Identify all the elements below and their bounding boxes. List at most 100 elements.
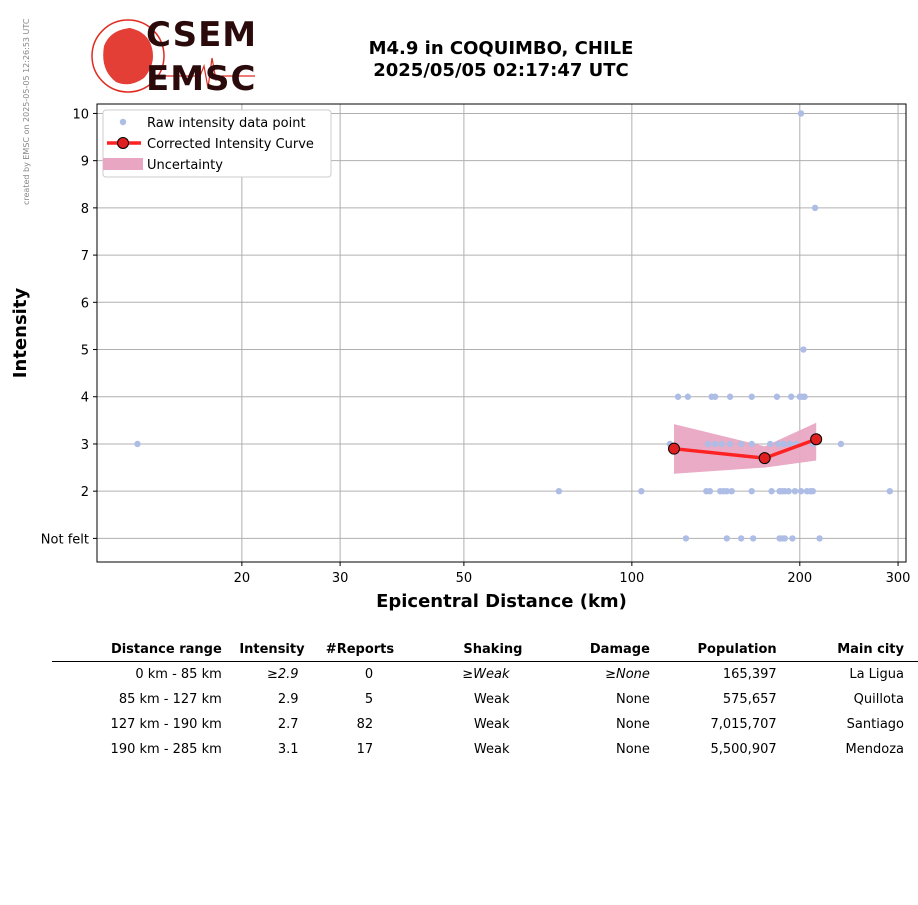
cell-damage: ≥None <box>605 667 650 682</box>
raw-data-point <box>768 487 775 495</box>
cell-population: 165,397 <box>722 667 777 682</box>
chart-title: M4.9 in COQUIMBO, CHILE 2025/05/05 02:17… <box>300 38 702 82</box>
raw-data-point <box>837 440 845 448</box>
legend-box <box>102 109 332 178</box>
logo-emsc-text: EMSC <box>146 59 257 99</box>
y-tick-label: 3 <box>81 438 89 453</box>
cell-city: Quillota <box>853 692 904 707</box>
raw-data-point <box>775 440 782 448</box>
cell-reports: 5 <box>364 692 374 707</box>
y-tick-label: 5 <box>81 344 89 359</box>
raw-data-point <box>638 487 645 495</box>
raw-data-point <box>787 393 795 400</box>
raw-data-point <box>706 487 714 495</box>
raw-data-point <box>718 440 726 448</box>
cell-distance: 127 km - 190 km <box>110 717 222 732</box>
raw-data-point <box>773 393 781 400</box>
raw-data-point <box>801 393 808 400</box>
raw-data-point <box>555 487 563 495</box>
raw-data-point <box>781 535 789 542</box>
col-distance-range: Distance range <box>52 640 222 662</box>
raw-data-point <box>674 393 682 400</box>
y-tick-label: 7 <box>81 249 89 264</box>
raw-data-point <box>723 487 731 495</box>
y-tick-label: 10 <box>72 107 89 122</box>
cell-intensity: 2.7 <box>277 717 299 732</box>
raw-data-point <box>797 487 805 495</box>
legend-raw-label: Raw intensity data point <box>147 116 306 131</box>
raw-data-point <box>684 393 692 400</box>
title-line-time: 2025/05/05 02:17:47 UTC <box>373 60 629 81</box>
y-tick-label: 9 <box>81 155 89 170</box>
col-intensity: Intensity <box>221 640 305 662</box>
cell-city: La Ligua <box>849 667 904 682</box>
x-tick-label: 100 <box>619 571 644 586</box>
cell-distance: 85 km - 127 km <box>118 692 222 707</box>
y-tick-label: 2 <box>81 485 89 500</box>
legend-uncertainty-swatch <box>103 158 143 170</box>
cell-intensity: 2.9 <box>277 692 299 707</box>
chart-legend: Raw intensity data point Corrected Intens… <box>102 109 332 178</box>
raw-data-point <box>748 487 755 495</box>
col-reports: #Reports <box>304 640 395 662</box>
cell-intensity: 3.1 <box>277 742 299 757</box>
raw-data-point <box>134 440 141 448</box>
plot-frame <box>96 103 907 563</box>
corrected-intensity-marker <box>667 442 680 455</box>
title-line-event: M4.9 in COQUIMBO, CHILE <box>368 38 634 59</box>
raw-data-point <box>809 487 816 495</box>
cell-city: Mendoza <box>845 742 904 757</box>
col-main-city: Main city <box>776 640 918 662</box>
cell-shaking: Weak <box>473 717 510 732</box>
x-axis-label: Epicentral Distance (km) <box>376 591 627 612</box>
legend-raw-marker <box>119 118 127 126</box>
raw-data-point <box>723 535 731 542</box>
cell-shaking: Weak <box>473 742 510 757</box>
raw-data-point <box>682 535 690 542</box>
raw-data-point <box>786 440 794 448</box>
cell-distance: 190 km - 285 km <box>110 742 222 757</box>
x-tick-label: 200 <box>787 571 812 586</box>
raw-data-point <box>780 440 787 448</box>
uncertainty-band <box>673 422 817 474</box>
y-axis-label: Intensity <box>10 288 31 379</box>
cell-damage: None <box>615 692 650 707</box>
raw-data-point <box>711 393 719 400</box>
raw-data-point <box>726 440 734 448</box>
raw-data-point <box>789 535 796 542</box>
cell-shaking: Weak <box>473 692 510 707</box>
cell-shaking: ≥Weak <box>462 667 510 682</box>
raw-data-point <box>886 487 894 495</box>
cell-damage: None <box>615 742 650 757</box>
raw-data-point <box>791 487 799 495</box>
x-tick-label: 300 <box>886 571 911 586</box>
raw-data-point <box>728 487 735 495</box>
col-population: Population <box>649 640 777 662</box>
raw-data-point <box>800 346 807 353</box>
y-tick-label: 6 <box>81 296 89 311</box>
raw-data-point <box>711 440 719 448</box>
raw-data-point <box>785 487 792 495</box>
cell-population: 575,657 <box>722 692 777 707</box>
table-row: 190 km - 285 km 3.1 17 Weak None 5,500,9… <box>52 737 918 762</box>
intensity-summary-table: Distance range Intensity #Reports Shakin… <box>52 640 918 762</box>
cell-damage: None <box>615 717 650 732</box>
cell-city: Santiago <box>846 717 904 732</box>
raw-data-point <box>797 110 805 117</box>
cell-population: 5,500,907 <box>710 742 777 757</box>
raw-data-point <box>816 535 823 542</box>
cell-intensity: ≥2.9 <box>267 667 299 682</box>
table-header-row: Distance range Intensity #Reports Shakin… <box>52 640 918 662</box>
raw-data-point <box>749 535 757 542</box>
x-tick-label: 20 <box>234 571 251 586</box>
logo-globe-icon <box>91 19 255 93</box>
intensity-chart: 20 30 50 100 200 300 Not felt 2 3 4 5 6 7 8 9 10 Epicent… <box>10 103 911 612</box>
x-tick-label: 50 <box>456 571 473 586</box>
table-row: 127 km - 190 km 2.7 82 Weak None 7,015,7… <box>52 712 918 737</box>
legend-curve-label: Corrected Intensity Curve <box>147 137 314 152</box>
raw-data-point <box>737 535 745 542</box>
table-row: 85 km - 127 km 2.9 5 Weak None 575,657 Q… <box>52 687 918 712</box>
raw-data-point <box>704 440 712 448</box>
table-row: 0 km - 85 km ≥2.9 0 ≥Weak ≥None 165,397 … <box>52 662 918 688</box>
cell-reports: 82 <box>356 717 374 732</box>
